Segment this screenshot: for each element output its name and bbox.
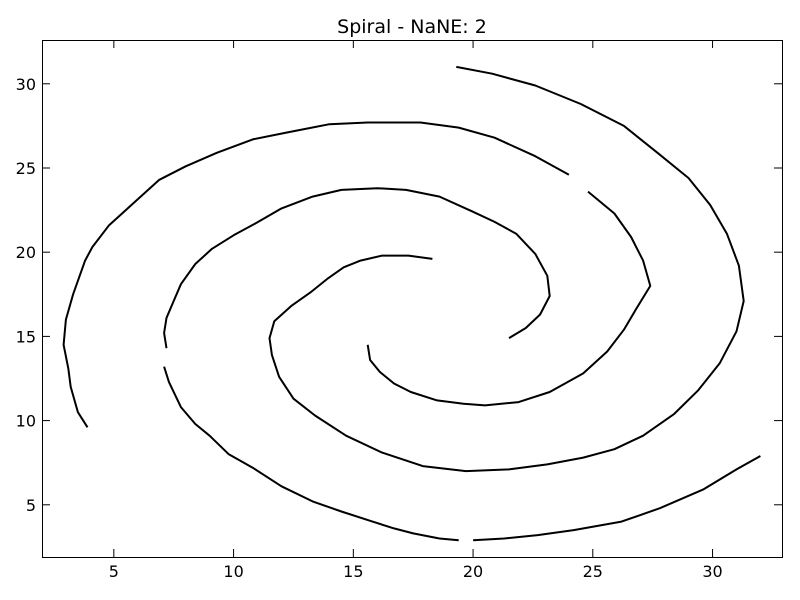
x-tick-label-5: 5	[109, 562, 119, 581]
chart-title: Spiral - NaNE: 2	[337, 16, 487, 38]
x-tick-label-15: 15	[343, 562, 363, 581]
y-tick-label-25: 25	[16, 159, 36, 178]
x-tick-label-20: 20	[463, 562, 483, 581]
series-3-line	[268, 65, 745, 473]
x-tick-label-25: 25	[583, 562, 603, 581]
y-tick-label-30: 30	[16, 75, 36, 94]
x-tick-label-30: 30	[702, 562, 722, 581]
x-tick-label-10: 10	[223, 562, 243, 581]
series-2-line	[163, 187, 761, 542]
y-tick-label-5: 5	[26, 496, 36, 515]
y-axis: 5 10 15 20 25 30	[16, 75, 782, 515]
y-tick-label-15: 15	[16, 327, 36, 346]
series-1-line	[62, 121, 652, 428]
plot-area	[42, 40, 783, 558]
y-tick-label-20: 20	[16, 243, 36, 262]
y-tick-label-10: 10	[16, 412, 36, 431]
plot-frame	[42, 40, 783, 558]
x-axis: 5 10 15 20 25 30	[109, 40, 723, 581]
series-layer	[62, 65, 761, 542]
